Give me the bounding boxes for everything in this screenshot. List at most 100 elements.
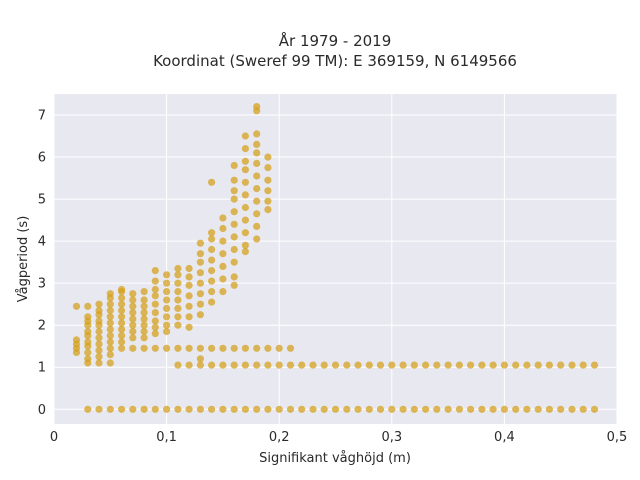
data-point bbox=[151, 300, 159, 308]
data-point bbox=[118, 285, 126, 294]
data-point bbox=[84, 338, 92, 346]
data-point bbox=[275, 344, 283, 352]
data-point bbox=[84, 355, 92, 363]
data-point bbox=[208, 298, 216, 306]
data-point bbox=[174, 279, 182, 287]
data-point bbox=[219, 262, 227, 270]
data-point bbox=[410, 405, 418, 413]
data-point bbox=[568, 361, 576, 369]
data-point bbox=[72, 336, 81, 344]
data-point bbox=[163, 405, 171, 413]
data-point bbox=[253, 197, 261, 205]
data-point bbox=[241, 157, 249, 165]
data-point bbox=[95, 327, 103, 336]
data-point bbox=[196, 405, 204, 413]
data-point bbox=[106, 313, 114, 321]
data-point bbox=[95, 300, 103, 308]
data-point bbox=[241, 145, 249, 153]
data-point bbox=[298, 405, 306, 413]
data-point bbox=[185, 323, 193, 331]
data-point bbox=[219, 344, 227, 352]
data-point bbox=[174, 405, 182, 413]
data-point bbox=[196, 300, 204, 308]
x-tick-labels: 0 0,1 0,2 0,3 0,4 0,5 bbox=[50, 430, 627, 445]
data-point bbox=[219, 224, 227, 233]
data-point bbox=[208, 277, 216, 285]
data-point bbox=[219, 214, 227, 222]
data-point bbox=[106, 332, 114, 340]
data-point bbox=[376, 361, 385, 369]
data-point bbox=[489, 361, 497, 369]
data-point bbox=[433, 405, 441, 413]
data-point bbox=[208, 405, 216, 413]
data-point bbox=[129, 327, 137, 336]
y-tick-label: 7 bbox=[38, 109, 46, 124]
data-point bbox=[230, 273, 238, 281]
data-point bbox=[343, 405, 351, 413]
data-point bbox=[106, 325, 114, 333]
data-point bbox=[557, 405, 565, 413]
data-point bbox=[196, 258, 204, 266]
data-point bbox=[174, 361, 182, 369]
data-point bbox=[151, 267, 159, 275]
data-point bbox=[241, 241, 249, 249]
data-point bbox=[230, 176, 238, 184]
data-point bbox=[230, 344, 238, 352]
data-point bbox=[455, 405, 463, 413]
data-point bbox=[241, 191, 249, 199]
data-point bbox=[253, 172, 261, 180]
data-point bbox=[230, 258, 238, 266]
data-point bbox=[208, 178, 216, 186]
chart-subtitle: Koordinat (Sweref 99 TM): E 369159, N 61… bbox=[153, 52, 517, 70]
data-point bbox=[106, 338, 114, 346]
data-point bbox=[219, 275, 227, 283]
data-point bbox=[118, 319, 126, 327]
data-point bbox=[208, 361, 216, 369]
data-point bbox=[118, 306, 126, 315]
data-point bbox=[140, 315, 148, 323]
data-point bbox=[331, 361, 340, 369]
data-point bbox=[163, 279, 171, 287]
data-point bbox=[264, 206, 272, 214]
y-tick-label: 5 bbox=[38, 193, 46, 208]
data-point bbox=[84, 327, 92, 336]
data-point bbox=[253, 405, 261, 413]
y-tick-label: 3 bbox=[38, 277, 46, 292]
data-point bbox=[174, 304, 182, 312]
data-point bbox=[230, 361, 238, 369]
data-point bbox=[174, 321, 182, 329]
data-point bbox=[185, 264, 193, 273]
data-point bbox=[185, 313, 193, 321]
grid-lines bbox=[53, 94, 618, 424]
data-point bbox=[568, 405, 576, 413]
data-point bbox=[219, 250, 227, 258]
data-point bbox=[241, 405, 249, 413]
data-point bbox=[230, 220, 238, 228]
data-point bbox=[196, 361, 204, 369]
x-tick-label: 0,1 bbox=[156, 430, 177, 445]
data-point bbox=[106, 290, 114, 298]
data-point bbox=[230, 405, 238, 413]
data-point bbox=[106, 319, 114, 327]
data-point bbox=[118, 300, 126, 308]
data-point bbox=[557, 361, 565, 369]
data-point bbox=[106, 300, 114, 308]
x-axis-label: Signifikant våghöjd (m) bbox=[259, 451, 411, 466]
data-point bbox=[489, 405, 497, 413]
data-point bbox=[253, 185, 261, 193]
data-point bbox=[354, 405, 362, 413]
data-point bbox=[118, 338, 126, 346]
data-point bbox=[163, 304, 171, 312]
y-tick-label: 4 bbox=[38, 235, 46, 250]
data-point bbox=[185, 281, 193, 289]
data-point bbox=[174, 271, 182, 279]
data-point bbox=[163, 271, 171, 279]
data-point bbox=[433, 361, 441, 369]
data-point bbox=[208, 229, 216, 237]
data-point bbox=[422, 405, 430, 413]
data-point bbox=[264, 187, 272, 195]
data-point bbox=[286, 361, 295, 369]
y-tick-label: 2 bbox=[38, 319, 46, 334]
data-point bbox=[95, 359, 103, 367]
data-point bbox=[230, 187, 238, 195]
